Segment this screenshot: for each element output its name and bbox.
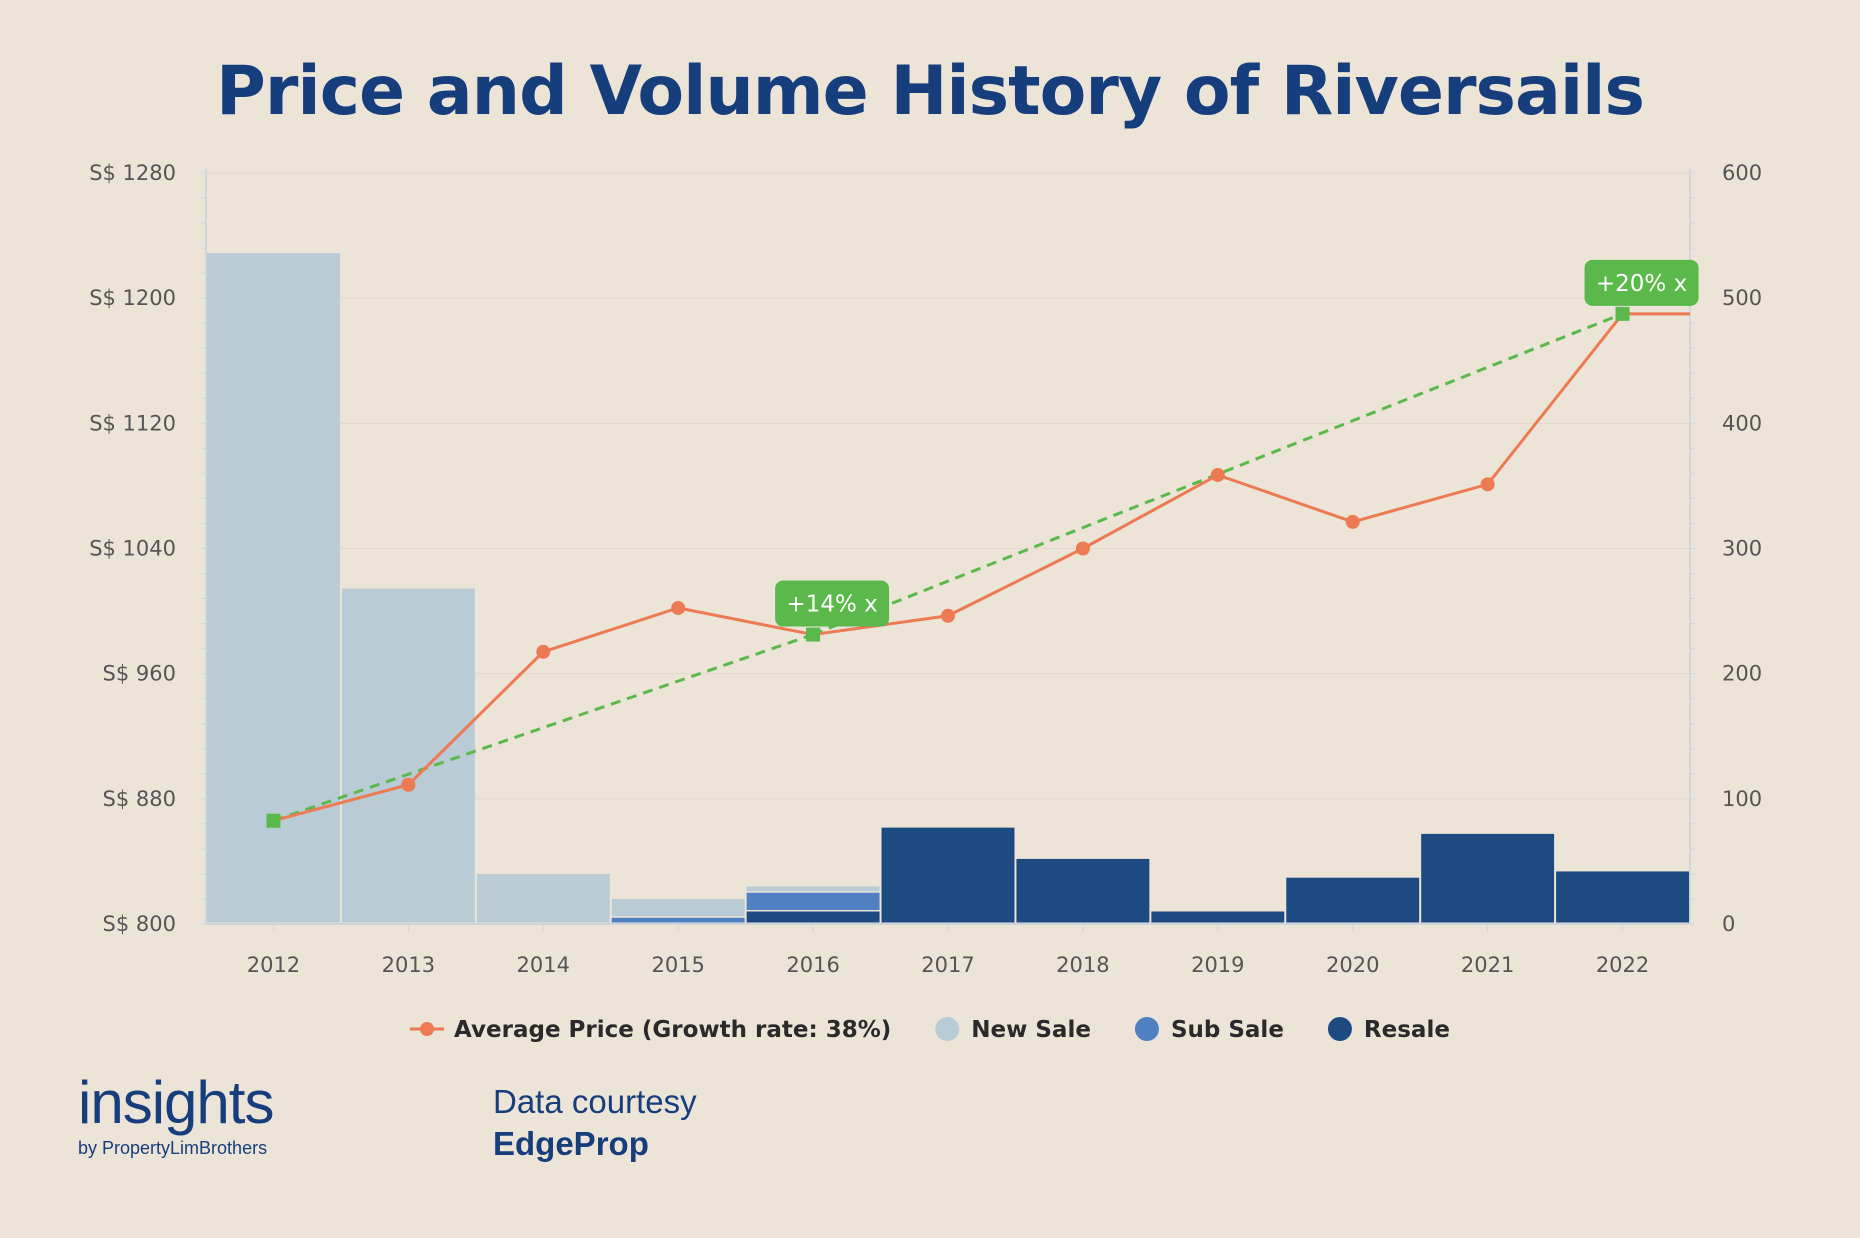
y-right-tick-label: 500 xyxy=(1722,286,1762,310)
average-price-point xyxy=(401,777,416,792)
x-tick-label: 2014 xyxy=(517,953,570,977)
legend-new-sale-marker xyxy=(935,1017,960,1041)
growth-badge-label: +14% x xyxy=(786,592,877,618)
average-price-point xyxy=(1210,467,1225,482)
bar-new-sale xyxy=(341,588,475,923)
x-tick-label: 2019 xyxy=(1191,953,1244,977)
x-tick-label: 2013 xyxy=(382,953,435,977)
bar-resale xyxy=(881,827,1015,923)
trend-marker xyxy=(266,813,281,828)
y-left-tick-label: S$ 1120 xyxy=(89,411,176,435)
chart-title: Price and Volume History of Riversails xyxy=(216,52,1645,131)
growth-badge-label: +20% x xyxy=(1596,271,1687,297)
y-left-tick-label: S$ 960 xyxy=(103,662,176,686)
data-courtesy: Data courtesy EdgeProp xyxy=(493,1082,697,1166)
bar-sub-sale xyxy=(746,892,880,910)
average-price-point xyxy=(671,600,686,615)
bar-resale xyxy=(1286,877,1420,923)
average-price-point xyxy=(941,608,955,623)
y-left-tick-label: S$ 880 xyxy=(103,787,176,811)
y-right-tick-label: 400 xyxy=(1722,411,1762,435)
y-left-tick-label: S$ 1040 xyxy=(89,537,176,561)
x-tick-label: 2012 xyxy=(247,953,300,977)
x-tick-label: 2020 xyxy=(1326,953,1379,977)
legend-sub-sale-marker xyxy=(1134,1017,1159,1041)
legend-average-price-growth-rate-marker xyxy=(420,1022,435,1036)
x-tick-label: 2017 xyxy=(921,953,974,977)
bar-resale xyxy=(1016,858,1150,923)
y-right-tick-label: 300 xyxy=(1722,537,1762,561)
y-right-tick-label: 0 xyxy=(1722,912,1735,936)
growth-badge xyxy=(775,580,890,627)
x-tick-label: 2022 xyxy=(1596,953,1649,977)
brand-name: insights xyxy=(78,1069,274,1136)
y-right-tick-label: 600 xyxy=(1722,161,1762,185)
x-tick-label: 2021 xyxy=(1461,953,1514,977)
average-price-point xyxy=(1480,477,1495,492)
average-price-point xyxy=(1345,514,1360,529)
average-price-point xyxy=(536,644,551,659)
x-tick-label: 2018 xyxy=(1056,953,1109,977)
bar-resale xyxy=(746,911,880,923)
brand-tagline: by PropertyLimBrothers xyxy=(78,1138,268,1158)
legend-average-price-growth-rate-label: Average Price (Growth rate: 38%) xyxy=(454,1017,891,1043)
trend-line xyxy=(812,312,1624,636)
x-tick-label: 2015 xyxy=(651,953,704,977)
legend-sub-sale-label: Sub Sale xyxy=(1171,1017,1284,1043)
courtesy-source: EdgeProp xyxy=(493,1125,649,1162)
bar-new-sale xyxy=(207,253,340,923)
y-left-tick-label: S$ 800 xyxy=(103,912,176,936)
trend-marker xyxy=(806,627,821,642)
average-price-point xyxy=(1075,541,1090,556)
bar-new-sale xyxy=(746,886,880,892)
bar-new-sale xyxy=(611,898,745,917)
bar-resale xyxy=(1151,911,1285,923)
average-price-line xyxy=(273,312,1690,823)
trend-marker xyxy=(1615,306,1630,321)
bar-sub-sale xyxy=(611,917,745,923)
legend-new-sale-label: New Sale xyxy=(971,1017,1091,1043)
x-tick-label: 2016 xyxy=(786,953,839,977)
y-left-tick-label: S$ 1280 xyxy=(89,161,176,185)
bar-resale xyxy=(1421,833,1555,923)
bar-resale xyxy=(1556,871,1689,923)
growth-badge xyxy=(1584,259,1699,306)
y-right-tick-label: 100 xyxy=(1722,787,1762,811)
bar-new-sale xyxy=(476,873,610,923)
y-left-tick-label: S$ 1200 xyxy=(89,286,176,310)
brand-logo: insights by PropertyLimBrothers xyxy=(78,1069,274,1159)
courtesy-label: Data courtesy xyxy=(493,1083,697,1120)
y-right-tick-label: 200 xyxy=(1722,662,1762,686)
legend-resale-marker xyxy=(1327,1017,1352,1041)
legend-resale-label: Resale xyxy=(1364,1017,1450,1043)
